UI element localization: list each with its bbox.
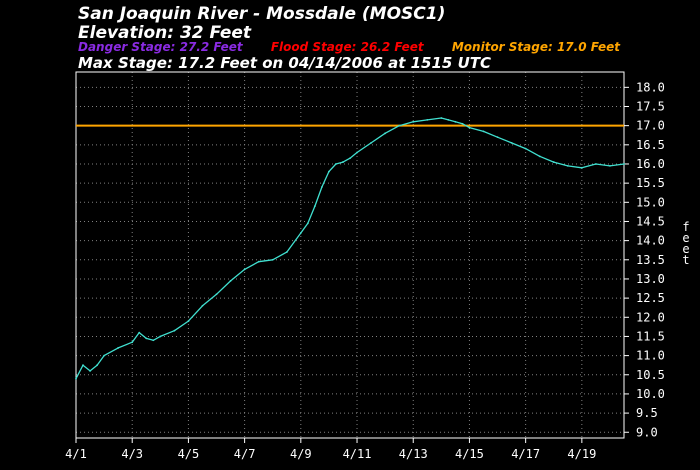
stage-data-point <box>103 354 106 357</box>
max-stage-text: Max Stage: 17.2 Feet on 04/14/2006 at 15… <box>78 54 492 72</box>
y-tick-label: 10.0 <box>636 387 665 401</box>
x-tick-label: 4/3 <box>121 447 143 461</box>
y-tick-label: 12.5 <box>636 291 665 305</box>
stage-data-point <box>173 329 176 332</box>
stage-data-point <box>454 120 457 123</box>
y-tick-label: 17.0 <box>636 119 665 133</box>
stage-data-point <box>356 151 358 154</box>
stage-data-point <box>482 130 485 133</box>
x-tick-label: 4/5 <box>178 447 200 461</box>
stage-data-point <box>538 155 541 158</box>
stage-data-point <box>320 186 323 188</box>
y-tick-label: 9.5 <box>636 406 658 420</box>
y-tick-label: 17.5 <box>636 99 665 113</box>
stage-data-point <box>117 347 120 349</box>
stage-data-point <box>82 364 84 367</box>
y-tick-label: 15.5 <box>636 176 665 190</box>
x-tick-label: 4/11 <box>343 447 372 461</box>
elevation-text: Elevation: 32 Feet <box>78 23 252 43</box>
y-tick-label: 15.0 <box>636 195 665 209</box>
stage-data-point <box>384 132 387 135</box>
plot-frame <box>75 71 625 439</box>
stage-data-point <box>580 166 583 169</box>
stage-data-point <box>594 163 597 165</box>
stage-data-point <box>468 126 471 129</box>
stage-data-point <box>299 232 302 234</box>
stage-data-point <box>145 337 148 340</box>
x-tick-label: 4/15 <box>455 447 484 461</box>
stage-data-point <box>496 136 499 139</box>
y-tick-label: 16.5 <box>636 138 665 152</box>
stage-data-point <box>609 164 611 167</box>
stage-data-point <box>461 122 464 125</box>
stage-data-point <box>440 117 443 119</box>
y-tick-label: 11.5 <box>636 329 665 343</box>
stage-data-point <box>243 268 246 271</box>
x-tick-label: 4/13 <box>399 447 428 461</box>
stage-series-line <box>75 117 625 379</box>
stage-data-point <box>623 163 625 165</box>
y-tick-label: 13.5 <box>636 253 665 267</box>
stage-data-point <box>271 258 274 261</box>
y-tick-label: 9.0 <box>636 425 658 439</box>
stage-data-point <box>201 304 204 307</box>
stage-data-point <box>566 164 569 167</box>
x-tick-label: 4/7 <box>234 447 256 461</box>
stage-data-point <box>328 170 330 173</box>
y-tick-label: 11.0 <box>636 349 665 363</box>
stage-data-point <box>138 331 141 334</box>
y-tick-label: 18.0 <box>636 80 665 94</box>
y-tick-label: 13.0 <box>636 272 665 286</box>
stage-data-point <box>349 157 351 160</box>
stage-data-point <box>89 370 91 372</box>
monitor-stage-text: Monitor Stage: 17.0 Feet <box>451 40 621 54</box>
stage-data-point <box>313 205 316 208</box>
x-tick-label: 4/17 <box>511 447 540 461</box>
stage-data-point <box>285 251 288 254</box>
stage-data-point <box>447 119 450 121</box>
stage-data-point <box>370 142 372 144</box>
chart-title: San Joaquin River - Mossdale (MOSC1) <box>78 4 446 24</box>
y-tick-label: 14.5 <box>636 214 665 228</box>
stage-data-point <box>152 339 155 342</box>
danger-stage-text: Danger Stage: 27.2 Feet <box>78 40 243 54</box>
flood-stage-text: Flood Stage: 26.2 Feet <box>270 40 424 54</box>
x-tick-label: 4/1 <box>65 447 87 461</box>
stage-data-point <box>215 293 218 296</box>
stage-data-point <box>257 260 260 263</box>
x-tick-label: 4/19 <box>567 447 596 461</box>
stage-data-point <box>510 142 513 144</box>
stage-data-point <box>426 119 429 121</box>
stage-data-point <box>412 120 415 123</box>
stage-data-point <box>159 335 162 338</box>
x-tick-label: 4/9 <box>290 447 312 461</box>
stage-data-point <box>552 161 555 163</box>
stage-data-point <box>75 377 77 380</box>
stage-data-point <box>342 161 344 163</box>
y-tick-label: 16.0 <box>636 157 665 171</box>
stage-data-point <box>229 279 232 282</box>
stage-data-point <box>524 147 527 150</box>
stage-legend: Danger Stage: 27.2 Feet Flood Stage: 26.… <box>78 40 644 54</box>
stage-data-point <box>398 124 401 127</box>
stage-data-point <box>306 222 309 225</box>
y-axis-label: feet <box>682 220 690 267</box>
y-tick-label: 14.0 <box>636 234 665 248</box>
stage-data-point <box>335 163 337 165</box>
stage-data-point <box>131 341 134 344</box>
y-tick-label: 12.0 <box>636 310 665 324</box>
y-tick-label: 10.5 <box>636 368 665 382</box>
stage-data-point <box>187 320 190 323</box>
stage-data-point <box>96 364 98 367</box>
